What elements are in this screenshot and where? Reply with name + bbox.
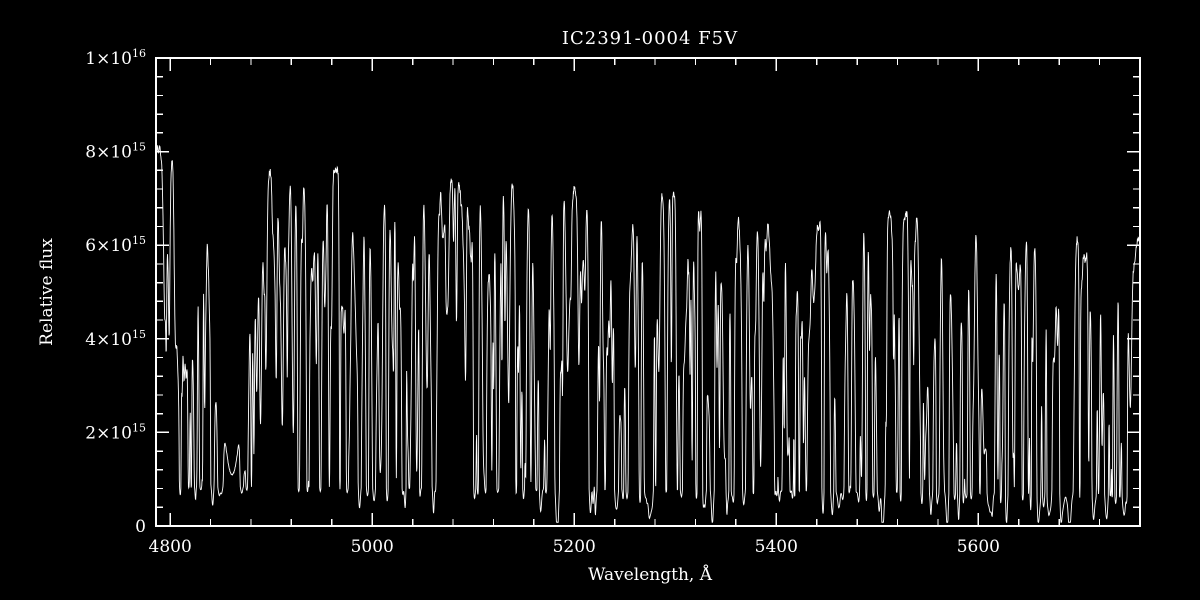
spectrum-trace	[155, 145, 1141, 523]
x-tick-label: 5600	[957, 537, 1000, 557]
x-tick-label: 5000	[351, 537, 394, 557]
y-tick-labels: 0 2×1015 4×1015 6×1015 8×1015 1×1016	[85, 47, 146, 537]
x-tick-label: 5400	[755, 537, 798, 557]
y-tick-label: 6×1015	[85, 234, 146, 256]
x-axis-title: Wavelength, Å	[588, 564, 713, 585]
y-tick-label: 1×1016	[85, 47, 146, 69]
y-tick-label: 0	[135, 517, 146, 537]
page-title: IC2391-0004 F5V	[562, 28, 738, 49]
y-tick-label: 2×1015	[85, 421, 146, 443]
y-tick-label: 4×1015	[85, 328, 146, 350]
y-tick-label: 8×1015	[85, 141, 146, 163]
y-axis-title: Relative flux	[37, 238, 57, 346]
x-tick-labels: 4800 5000 5200 5400 5600	[149, 537, 1000, 557]
x-tick-label: 5200	[553, 537, 596, 557]
plot-frame	[155, 57, 1141, 527]
axis-ticks	[156, 57, 1141, 527]
x-tick-label: 4800	[149, 537, 192, 557]
